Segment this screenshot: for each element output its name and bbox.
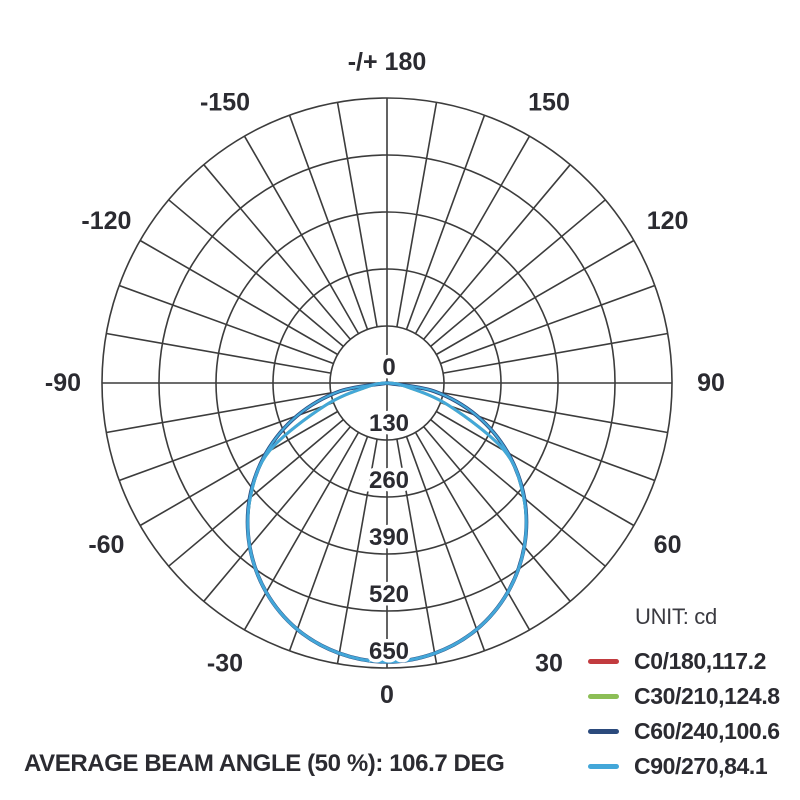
spoke-line: [396, 102, 438, 328]
spoke-line: [288, 114, 369, 330]
intensity-curves: [245, 381, 529, 664]
spoke-line: [118, 284, 334, 365]
spoke-line: [336, 438, 378, 664]
angle-labels: -/+ 180 -150 150 -120 120 -90 90 -60 60 -30 30 0: [45, 48, 725, 709]
angle-label-150: 150: [528, 88, 570, 116]
spoke-line: [168, 419, 344, 567]
spoke-line: [139, 239, 339, 356]
ring-label-520: 520: [369, 581, 409, 608]
spoke-line: [243, 431, 360, 631]
average-beam-angle-caption: AVERAGE BEAM ANGLE (50 %): 106.7 DEG: [24, 750, 505, 777]
legend-entry-c60: C60/240,100.6: [588, 714, 800, 749]
spoke-line: [414, 431, 531, 631]
angle-label-minus150: -150: [200, 88, 250, 116]
ring-label-650: 650: [369, 638, 409, 665]
ring-label-130: 130: [369, 410, 409, 437]
legend-swatch: [588, 694, 619, 699]
polar-grid: [101, 97, 673, 669]
legend-rows: C0/180,117.2 C30/210,124.8 C60/240,100.6 C9…: [588, 644, 800, 784]
legend: UNIT: cd C0/180,117.2 C30/210,124.8 C60/24…: [588, 604, 800, 784]
spoke-line: [440, 284, 656, 365]
angle-label-90: 90: [697, 369, 725, 397]
legend-swatch: [588, 729, 619, 734]
legend-entry-c90: C90/270,84.1: [588, 749, 800, 784]
angle-label-minus90: -90: [45, 369, 81, 397]
spoke-line: [106, 392, 332, 434]
legend-label: C60/240,100.6: [634, 718, 780, 744]
spoke-line: [423, 426, 571, 602]
spoke-line: [396, 438, 438, 664]
spoke-line: [405, 114, 486, 330]
spoke-line: [442, 332, 668, 374]
spoke-line: [442, 392, 668, 434]
angle-label-minus30: -30: [207, 650, 243, 678]
angle-label-120: 120: [647, 207, 689, 235]
legend-entry-c0: C0/180,117.2: [588, 644, 800, 679]
spoke-line: [243, 135, 360, 335]
ring-labels: 0 130 260 390 520 650: [365, 351, 412, 669]
spoke-line: [435, 410, 635, 527]
legend-label: C30/210,124.8: [634, 683, 780, 709]
ring-label-0: 0: [382, 354, 395, 381]
spoke-line: [203, 426, 351, 602]
spoke-line: [203, 164, 351, 340]
spoke-line: [168, 199, 344, 347]
curve-c90: [246, 381, 528, 664]
angle-label-minus60: -60: [88, 531, 124, 559]
spoke-line: [106, 332, 332, 374]
angle-label-60: 60: [654, 531, 682, 559]
angle-label-minus120: -120: [81, 207, 131, 235]
spoke-line: [435, 239, 635, 356]
spokes: [106, 102, 668, 664]
legend-swatch: [588, 659, 619, 664]
spoke-line: [139, 410, 339, 527]
legend-swatch: [588, 764, 619, 769]
ring-label-260: 260: [369, 467, 409, 494]
legend-unit-label: UNIT: cd: [635, 604, 717, 629]
angle-label-0: 0: [380, 681, 394, 709]
spoke-line: [423, 164, 571, 340]
legend-label: C0/180,117.2: [634, 648, 767, 674]
spoke-line: [288, 436, 369, 652]
spoke-line: [336, 102, 378, 328]
legend-label: C90/270,84.1: [634, 753, 768, 779]
spoke-line: [414, 135, 531, 335]
spoke-line: [430, 199, 606, 347]
angle-label-30: 30: [535, 650, 563, 678]
ring-label-390: 390: [369, 524, 409, 551]
spoke-line: [405, 436, 486, 652]
spoke-line: [430, 419, 606, 567]
legend-entry-c30: C30/210,124.8: [588, 679, 800, 714]
angle-label-180: -/+ 180: [348, 48, 427, 76]
